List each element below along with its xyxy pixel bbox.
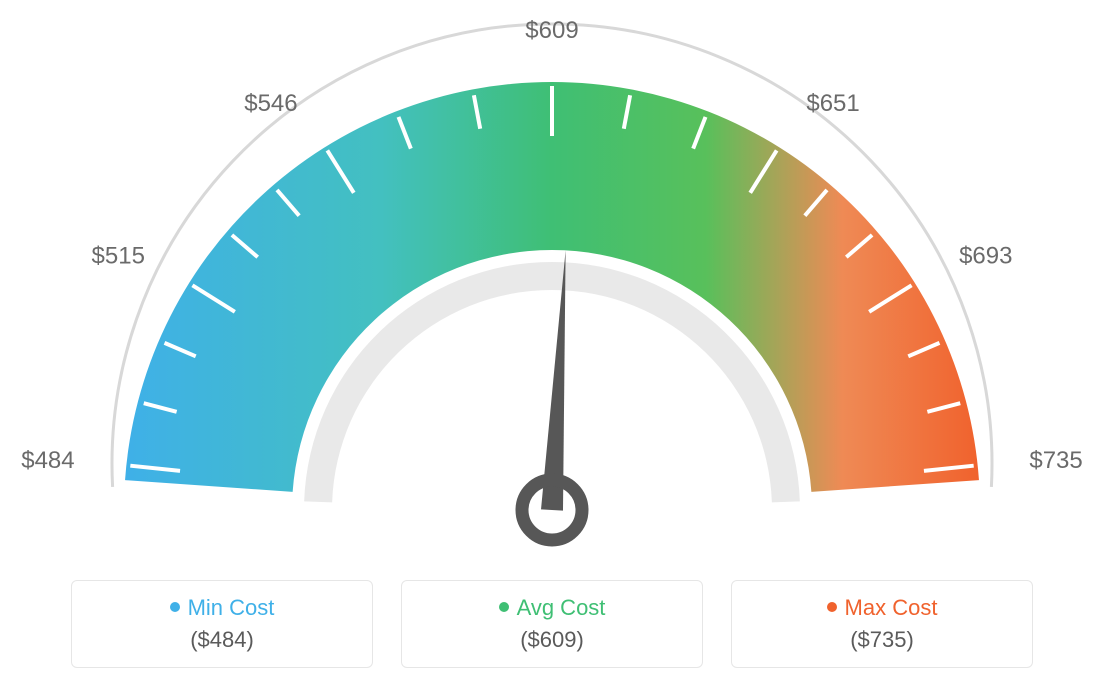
legend-title: Max Cost: [732, 595, 1032, 621]
tick-label: $735: [1029, 447, 1082, 474]
legend-label: Max Cost: [845, 595, 938, 620]
tick-label: $609: [525, 17, 578, 44]
legend-title: Avg Cost: [402, 595, 702, 621]
legend-title: Min Cost: [72, 595, 372, 621]
gauge-svg: $484 $515 $546 $609 $651 $693 $735: [0, 0, 1104, 560]
legend-card: Min Cost ($484): [71, 580, 373, 668]
legend-dot-icon: [170, 602, 180, 612]
legend-value: ($735): [732, 627, 1032, 653]
legend-value: ($484): [72, 627, 372, 653]
tick-label: $515: [92, 243, 145, 270]
tick-label: $484: [21, 447, 74, 474]
legend-dot-icon: [827, 602, 837, 612]
legend-label: Avg Cost: [517, 595, 606, 620]
legend-row: Min Cost ($484) Avg Cost ($609) Max Cost ($73…: [0, 580, 1104, 668]
legend-card: Max Cost ($735): [731, 580, 1033, 668]
tick-label: $546: [244, 90, 297, 117]
tick-label: $693: [959, 243, 1012, 270]
legend-dot-icon: [499, 602, 509, 612]
legend-value: ($609): [402, 627, 702, 653]
legend-card: Avg Cost ($609): [401, 580, 703, 668]
tick-label: $651: [806, 90, 859, 117]
gauge-chart-container: $484 $515 $546 $609 $651 $693 $735 Min Cost ($4…: [0, 0, 1104, 690]
legend-label: Min Cost: [188, 595, 275, 620]
